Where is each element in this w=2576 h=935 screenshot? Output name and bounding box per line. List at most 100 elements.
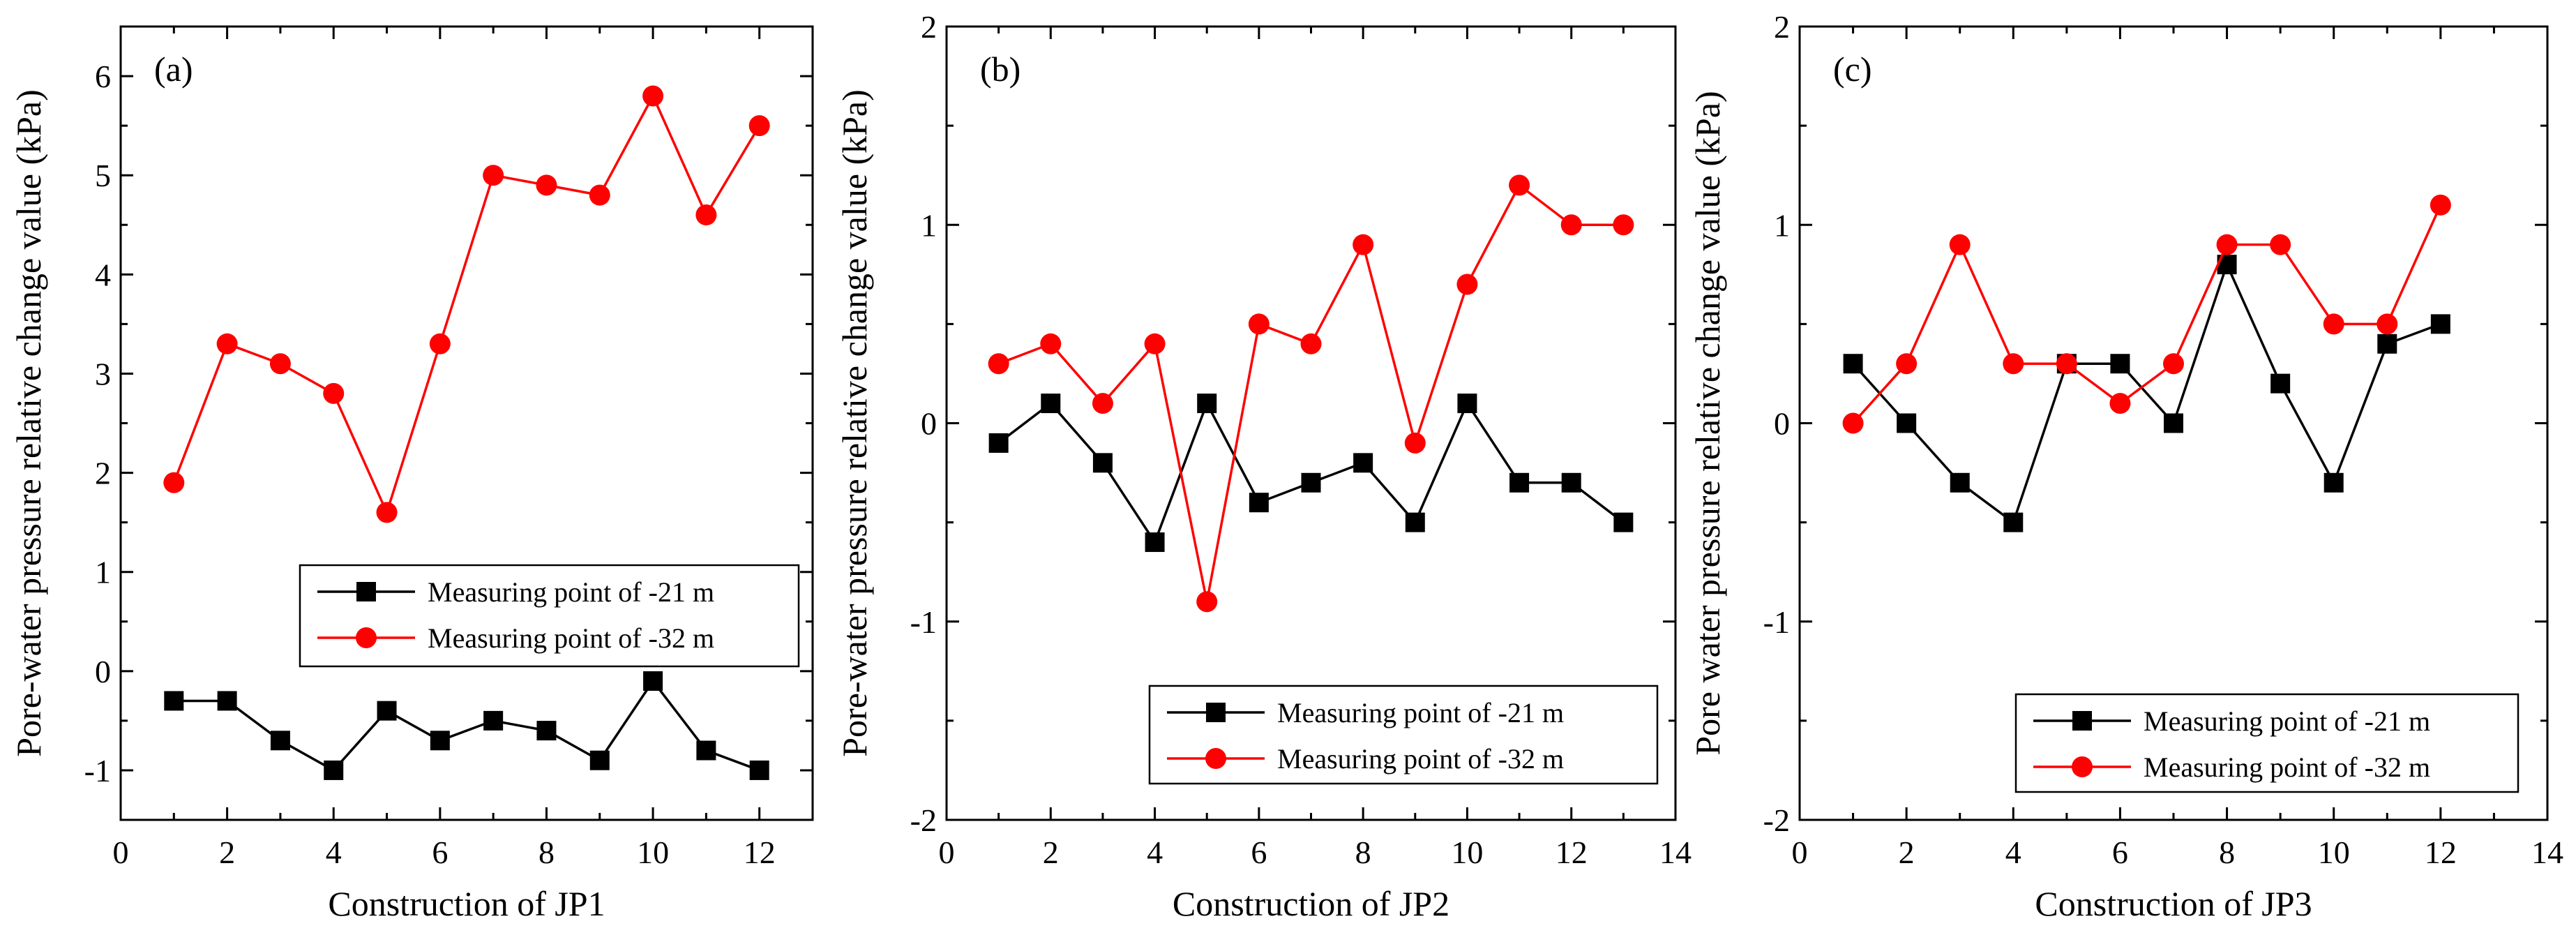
data-point	[2323, 313, 2344, 335]
legend-marker	[356, 627, 377, 648]
x-tick-label: 10	[2318, 835, 2350, 870]
y-tick-label: 1	[921, 207, 937, 243]
x-tick-label: 2	[219, 835, 235, 870]
data-point	[1950, 472, 1970, 493]
data-point	[2056, 353, 2077, 375]
x-tick-label: 6	[1251, 835, 1267, 870]
data-point	[1561, 472, 1581, 493]
data-point	[749, 760, 769, 780]
x-axis-title: Construction of JP3	[2035, 884, 2312, 923]
data-point	[2164, 413, 2183, 433]
y-tick-label: 4	[95, 257, 111, 292]
legend-label: Measuring point of -21 m	[2144, 705, 2430, 737]
y-tick-label: 5	[95, 158, 111, 193]
y-tick-label: -2	[1763, 802, 1790, 838]
x-tick-label: 14	[1659, 835, 1692, 870]
x-tick-label: 2	[1899, 835, 1915, 870]
x-tick-label: 12	[1556, 835, 1588, 870]
data-point	[1842, 412, 1864, 434]
y-axis-title: Pore-water pressure relative change valu…	[9, 89, 48, 757]
data-point	[1092, 453, 1113, 473]
series-measuring-point-21m	[988, 394, 1634, 553]
legend: Measuring point of -21 m Measuring point …	[2014, 693, 2519, 793]
data-point	[217, 691, 237, 711]
y-tick-label: -1	[84, 753, 111, 788]
data-point	[2270, 234, 2291, 255]
data-point	[163, 472, 185, 493]
x-tick-label: 4	[2005, 835, 2021, 870]
data-point	[988, 433, 1009, 453]
x-tick-label: 8	[1355, 835, 1371, 870]
data-point	[323, 382, 345, 404]
series-measuring-point-21m	[1843, 255, 2450, 532]
data-point	[1949, 234, 1971, 255]
y-tick-label: 1	[95, 555, 111, 590]
y-tick-label: -1	[1763, 604, 1790, 640]
data-point	[643, 671, 663, 691]
data-point	[1456, 274, 1478, 295]
x-tick-label: 4	[326, 835, 342, 870]
y-tick-label: 2	[921, 9, 937, 45]
data-point	[1040, 333, 1062, 354]
x-tick-label: 14	[2531, 835, 2563, 870]
data-point	[1613, 214, 1634, 236]
data-point	[164, 691, 184, 711]
legend-marker	[2072, 711, 2092, 731]
legend-box	[1148, 685, 1659, 785]
data-point	[536, 174, 557, 196]
data-point	[2377, 334, 2397, 354]
x-tick-label: 10	[637, 835, 669, 870]
x-tick-label: 8	[2219, 835, 2235, 870]
series-measuring-point-32m	[988, 174, 1634, 613]
data-point	[2163, 353, 2184, 375]
y-tick-label: -2	[910, 802, 937, 838]
data-point	[2110, 354, 2130, 374]
legend-marker	[1206, 703, 1226, 722]
data-point	[589, 750, 610, 770]
x-tick-label: 0	[939, 835, 955, 870]
data-point	[1300, 333, 1322, 354]
data-point	[483, 165, 504, 186]
data-point	[1560, 214, 1582, 236]
data-point	[1843, 354, 1863, 374]
data-point	[1144, 333, 1166, 354]
data-point	[695, 204, 717, 226]
x-tick-label: 0	[1792, 835, 1808, 870]
data-point	[2430, 314, 2450, 334]
series-measuring-point-32m	[1842, 194, 2451, 434]
data-point	[1197, 394, 1217, 414]
data-point	[2216, 234, 2238, 255]
y-tick-label: 0	[95, 654, 111, 689]
data-point	[988, 353, 1009, 375]
data-point	[1249, 493, 1269, 513]
x-tick-label: 12	[2425, 835, 2457, 870]
series-line	[998, 183, 1624, 602]
y-tick-label: 2	[95, 456, 111, 491]
x-axis-title: Construction of JP1	[328, 884, 605, 923]
series-measuring-point-21m	[164, 671, 769, 780]
legend-label: Measuring point of -32 m	[1277, 743, 1564, 775]
legend: Measuring point of -21 m Measuring point …	[299, 564, 800, 668]
panel-label: (b)	[980, 50, 1020, 89]
y-tick-label: 6	[95, 59, 111, 94]
legend-marker	[1205, 748, 1226, 769]
legend-label: Measuring point of -21 m	[1277, 697, 1564, 728]
x-axis-title: Construction of JP2	[1173, 884, 1449, 923]
data-point	[1092, 393, 1113, 414]
data-point	[1301, 472, 1321, 493]
data-point	[1353, 453, 1373, 473]
y-axis-title: Pore-water pressure relative change valu…	[835, 89, 874, 757]
data-point	[376, 502, 398, 523]
panel-label: (a)	[154, 50, 193, 89]
data-point	[589, 184, 610, 206]
series-line	[172, 93, 761, 516]
data-point	[324, 760, 344, 780]
x-tick-label: 2	[1043, 835, 1059, 870]
data-point	[1509, 472, 1530, 493]
data-point	[2377, 313, 2398, 335]
data-point	[2109, 393, 2131, 414]
legend: Measuring point of -21 m Measuring point …	[1148, 685, 1659, 785]
data-point	[430, 731, 450, 751]
